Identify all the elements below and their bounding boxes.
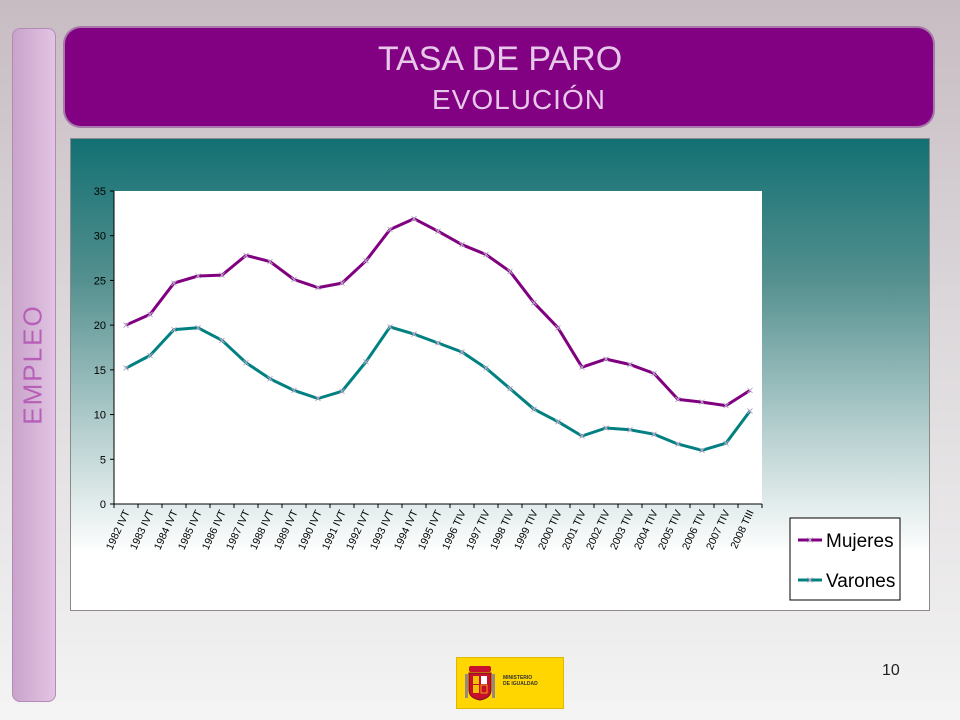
page-number: 10	[882, 662, 900, 679]
data-point-mujeres	[531, 299, 537, 306]
data-point-varones	[411, 331, 417, 337]
data-point-mujeres	[675, 396, 681, 403]
data-point-varones	[435, 340, 441, 346]
data-point-varones	[387, 324, 393, 330]
side-label-container: EMPLEO	[12, 28, 54, 700]
data-point-mujeres	[579, 364, 585, 371]
data-point-mujeres	[483, 251, 489, 258]
data-point-varones	[675, 441, 681, 447]
data-point-varones	[723, 440, 729, 447]
legend-marker-varones	[807, 577, 813, 583]
data-point-varones	[459, 349, 465, 355]
data-point-mujeres	[291, 276, 297, 283]
y-tick-label: 20	[94, 320, 106, 332]
data-point-mujeres	[411, 215, 417, 222]
ministry-logo: MINISTERIO DE IGUALDAD	[456, 657, 564, 709]
data-point-mujeres	[123, 322, 129, 328]
data-point-varones	[315, 395, 321, 402]
data-point-varones	[579, 433, 585, 439]
data-point-mujeres	[147, 311, 153, 318]
data-point-varones	[699, 447, 705, 454]
logo-text-line2: DE IGUALDAD	[503, 681, 538, 687]
data-point-varones	[531, 406, 537, 413]
data-point-mujeres	[219, 272, 225, 278]
side-label: EMPLEO	[17, 303, 48, 425]
logo-text-line1: MINISTERIO	[503, 675, 533, 681]
side-bar	[12, 28, 56, 702]
x-tick-label: 2008 TIII	[728, 508, 756, 550]
data-point-varones	[483, 365, 489, 371]
data-point-varones	[171, 326, 177, 333]
data-point-varones	[747, 408, 753, 414]
data-point-mujeres	[363, 257, 369, 264]
data-point-mujeres	[195, 273, 201, 279]
y-tick-label: 30	[94, 231, 106, 243]
legend-marker-mujeres	[807, 537, 813, 543]
data-point-varones	[243, 359, 249, 366]
legend-box	[789, 517, 901, 601]
data-point-mujeres	[723, 402, 729, 409]
data-point-mujeres	[555, 324, 561, 331]
data-point-varones	[627, 426, 633, 433]
data-point-mujeres	[459, 241, 465, 248]
data-point-mujeres	[507, 268, 513, 275]
data-point-mujeres	[243, 252, 249, 259]
data-point-varones	[267, 375, 273, 382]
data-point-mujeres	[651, 370, 657, 377]
data-point-mujeres	[627, 361, 633, 368]
y-tick-label: 10	[94, 410, 106, 422]
legend-label-mujeres: Mujeres	[826, 531, 894, 552]
data-point-mujeres	[315, 284, 321, 291]
y-tick-label: 0	[100, 499, 106, 511]
logo-text: MINISTERIO DE IGUALDAD	[503, 675, 538, 687]
data-point-varones	[291, 387, 297, 394]
data-point-mujeres	[747, 387, 753, 394]
data-point-varones	[603, 425, 609, 431]
data-point-varones	[147, 352, 153, 359]
data-point-mujeres	[387, 226, 393, 233]
data-point-varones	[123, 365, 129, 371]
data-point-mujeres	[339, 280, 345, 286]
data-point-varones	[651, 431, 657, 438]
data-point-varones	[219, 337, 225, 344]
data-point-mujeres	[171, 280, 177, 286]
data-point-varones	[507, 385, 513, 392]
page-title: TASA DE PARO	[377, 40, 623, 78]
y-tick-label: 15	[94, 365, 106, 377]
y-tick-label: 5	[100, 454, 106, 466]
page-subtitle: EVOLUCIÓN	[432, 84, 606, 115]
y-tick-label: 25	[94, 275, 106, 287]
data-point-mujeres	[603, 356, 609, 362]
coat-of-arms-icon	[465, 666, 495, 701]
data-point-varones	[363, 358, 369, 365]
plot-area	[114, 191, 762, 504]
title-banner: TASA DE PARO EVOLUCIÓN	[65, 28, 933, 126]
data-point-mujeres	[267, 258, 273, 265]
data-point-varones	[555, 418, 561, 425]
data-point-varones	[339, 388, 345, 395]
data-point-varones	[195, 324, 201, 331]
y-tick-label: 35	[94, 186, 106, 198]
legend-label-varones: Varones	[826, 571, 895, 592]
data-point-mujeres	[435, 228, 441, 235]
data-point-mujeres	[699, 399, 705, 405]
